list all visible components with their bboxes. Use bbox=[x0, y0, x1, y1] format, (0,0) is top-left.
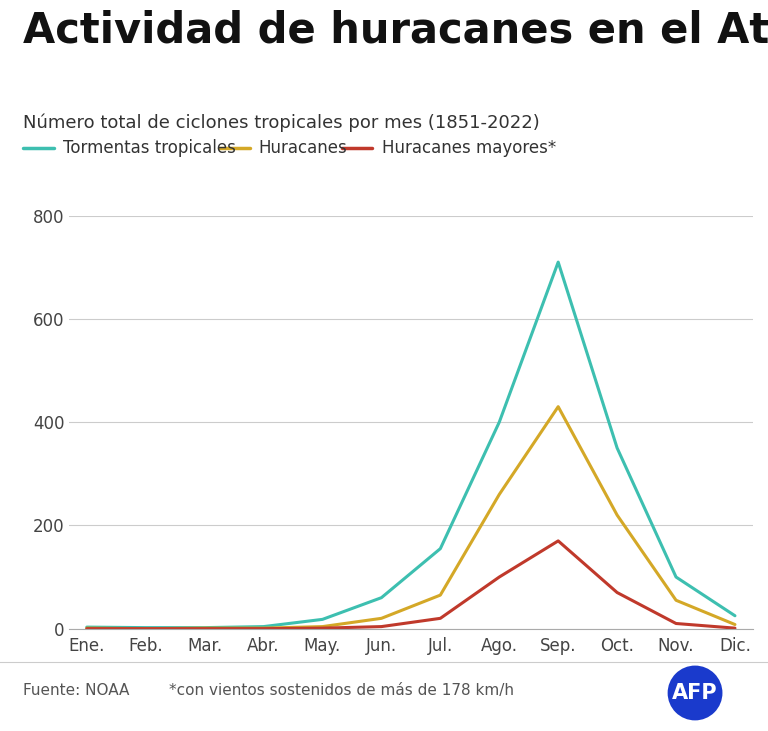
Text: Huracanes mayores*: Huracanes mayores* bbox=[382, 139, 556, 156]
Text: Fuente: NOAA: Fuente: NOAA bbox=[23, 683, 130, 698]
Text: Tormentas tropicales: Tormentas tropicales bbox=[63, 139, 236, 156]
Text: AFP: AFP bbox=[672, 683, 718, 703]
Text: Actividad de huracanes en el Atlántico: Actividad de huracanes en el Atlántico bbox=[23, 11, 768, 53]
Ellipse shape bbox=[667, 665, 723, 721]
Text: Huracanes: Huracanes bbox=[259, 139, 348, 156]
Text: *con vientos sostenidos de más de 178 km/h: *con vientos sostenidos de más de 178 km… bbox=[169, 683, 514, 698]
Text: Número total de ciclones tropicales por mes (1851-2022): Número total de ciclones tropicales por … bbox=[23, 113, 540, 132]
